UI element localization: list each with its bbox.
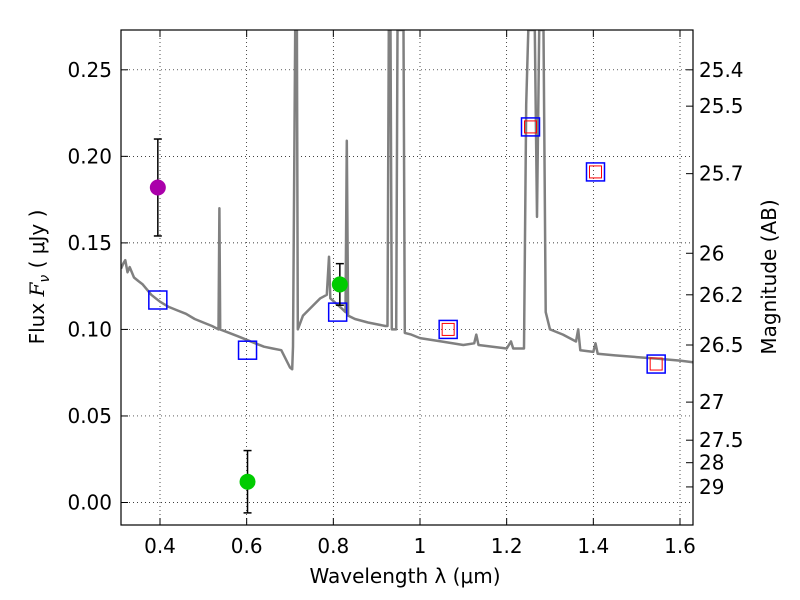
y2-axis-title: Magnitude (AB) <box>757 199 781 354</box>
x-tick-label: 0.6 <box>231 534 263 558</box>
tick-layer <box>121 30 693 525</box>
y-tick-label: 0.05 <box>67 404 112 428</box>
y2-tick-label: 26 <box>699 241 724 265</box>
spectrum-line <box>121 30 693 371</box>
model-point-blue <box>646 354 666 374</box>
model-point-red <box>649 357 663 371</box>
model-point-blue <box>520 117 541 137</box>
model-point-blue <box>327 302 348 322</box>
x-tick-label: 0.8 <box>317 534 349 558</box>
y-axis-title: Flux Fν ( μJy ) <box>25 210 53 345</box>
observed-point <box>149 179 166 196</box>
tick-label-layer: 0.4 0.6 0.8 1 1.2 1.4 1.6 0.00 0.05 0.10 0.15 0.20 0… <box>67 58 743 558</box>
model-point-blue <box>585 162 606 182</box>
model-point-red <box>524 120 537 134</box>
x-axis-title: Wavelength λ (μm) <box>309 564 500 588</box>
x-tick-label: 1.6 <box>664 534 696 558</box>
plot-frame <box>120 29 694 526</box>
x-tick-label: 0.4 <box>144 534 176 558</box>
x-tick-label: 1.4 <box>577 534 609 558</box>
y-tick-label: 0.15 <box>67 231 112 255</box>
y2-tick-label: 25.7 <box>699 162 744 186</box>
y-axis-title-symbol: F <box>25 281 49 297</box>
y2-tick-label: 25.5 <box>699 94 744 118</box>
model-point-red <box>441 322 455 336</box>
y2-tick-label: 27 <box>699 390 724 414</box>
y-tick-label: 0.25 <box>67 58 112 82</box>
y2-tick-label: 29 <box>699 475 724 499</box>
y2-tick-label: 26.2 <box>699 283 744 307</box>
observed-point <box>239 473 256 490</box>
model-point-red <box>589 165 602 179</box>
model-point-blue <box>237 340 258 360</box>
y-tick-label: 0.20 <box>67 144 112 168</box>
grid-lines <box>121 30 693 525</box>
y2-tick-label: 27.5 <box>699 428 744 452</box>
model-point-blue <box>148 290 168 310</box>
marker-layer <box>148 117 666 514</box>
y2-tick-label: 26.5 <box>699 333 744 357</box>
y-tick-label: 0.10 <box>67 317 112 341</box>
observed-point <box>331 276 348 293</box>
y-tick-label: 0.00 <box>67 491 112 515</box>
x-tick-label: 1 <box>414 534 427 558</box>
y2-tick-label: 25.4 <box>699 58 744 82</box>
y-axis-title-suffix: ( μJy ) <box>25 210 49 275</box>
y-axis-title-prefix: Flux <box>25 296 49 344</box>
y2-tick-label: 28 <box>699 451 724 475</box>
x-tick-label: 1.2 <box>491 534 523 558</box>
y-axis-title-subscript: ν <box>37 275 53 283</box>
model-point-blue <box>438 319 458 340</box>
spectrum-layer <box>121 30 693 371</box>
